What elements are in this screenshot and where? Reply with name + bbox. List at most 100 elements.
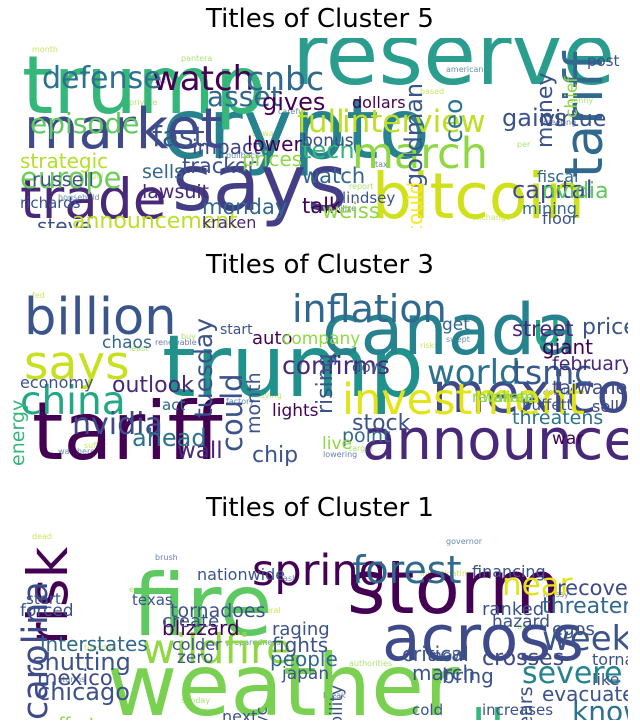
word-mexico: mexico [37, 666, 113, 690]
word-risk: risk [16, 546, 80, 645]
word-bitcoin: bitcoin [372, 160, 585, 228]
cluster-5-title: Titles of Cluster 5 [206, 4, 434, 34]
word-people: people [270, 647, 338, 671]
word-sells: sells [142, 161, 184, 183]
word-like: like [592, 670, 619, 689]
filler-word: authorities [349, 659, 392, 668]
word-ceo: ceo [439, 99, 468, 143]
word-zero: zero [177, 648, 213, 668]
word-get: get [442, 315, 470, 335]
filler-word: preparedness [226, 638, 281, 647]
word-nvidia: nvidia [72, 407, 163, 442]
word-richards: richards [20, 194, 81, 212]
word-ahead: ahead [132, 424, 207, 452]
word-dollars: dollars [352, 93, 406, 112]
filler-word: taiwan [252, 129, 279, 138]
word-march: march [352, 129, 488, 179]
word-financing: financing [472, 562, 546, 581]
word-nvidia: nvidia [542, 179, 609, 204]
filler-word: month [32, 45, 58, 54]
word-bring: bring [442, 664, 494, 688]
word-ranked: ranked [482, 599, 544, 620]
filler-word: flash [278, 574, 297, 583]
word-economy: economy [20, 373, 93, 392]
word-hazard: hazard [492, 612, 550, 632]
filler-word: watchers [58, 447, 94, 456]
filler-word: renewable [155, 338, 197, 347]
word-trump: trump [162, 317, 424, 417]
word-prices: prices [242, 147, 302, 171]
word-kraken: kraken [202, 213, 256, 228]
word-watch: watch [302, 164, 365, 188]
word-watch: watch [152, 59, 254, 99]
word-goldman: goldman [400, 83, 428, 188]
word-u: u [532, 303, 562, 358]
filler-word: messy [543, 590, 569, 599]
filler-word: emergency [129, 585, 174, 594]
word-virtue: virtue [542, 107, 606, 132]
word-tears: tears [515, 687, 537, 721]
word-lawsuit: lawsuit [142, 181, 209, 203]
word-lindsey: lindsey [342, 189, 395, 207]
word-storm: storm [347, 545, 561, 631]
word-announce: announce [362, 408, 628, 466]
word-tsmc: tsmc [512, 353, 592, 392]
word-forest: forest [352, 548, 462, 592]
filler-word: moving [252, 391, 282, 400]
word-confirms: confirms [282, 351, 390, 380]
word-retaliate: retaliate [472, 388, 535, 406]
word-prices: prices [582, 315, 628, 340]
word-spring: spring [252, 546, 386, 596]
word-trump: trump [22, 39, 266, 132]
word-effort: effort [47, 714, 96, 720]
word-could: could [215, 373, 249, 452]
cluster-5-panel: Titles of Cluster 5 month private pullback… [0, 0, 640, 240]
filler-word: exchange [472, 213, 511, 222]
word-billion: billion [24, 288, 177, 347]
word-money: money [533, 73, 558, 148]
word-investment: investment [342, 375, 585, 425]
word-energy: energy [12, 400, 29, 466]
word-market: market [24, 97, 223, 162]
filler-word: tax [375, 160, 388, 169]
word-inflation: inflation [292, 287, 447, 331]
word-crosses: crosses [482, 646, 564, 671]
word-near: near [502, 567, 573, 603]
word-tariff: tariff [32, 385, 225, 466]
filler-word: risks [420, 341, 438, 350]
word-point: point [342, 425, 390, 447]
word-u: u [472, 689, 504, 720]
word-tracker: tracker [182, 154, 257, 178]
word-threatens: threatens [542, 594, 628, 619]
filler-word: meeting [543, 118, 576, 127]
word-street: street [512, 317, 573, 341]
word-cnbc: cnbc [246, 59, 324, 98]
word-chicago: chicago [37, 678, 130, 706]
filler-word: suffer [84, 441, 108, 450]
filler-word: stabilize [323, 204, 356, 213]
word-trade: trade [20, 167, 167, 228]
word-fast: fast [152, 120, 205, 153]
filler-word: electric [517, 394, 547, 403]
filler-word: buy [181, 332, 196, 341]
filler-word: report [349, 182, 373, 191]
word-recovery: recovery [557, 576, 628, 600]
cluster-5-wordcloud: month private pullback stabilize based per hou… [12, 38, 628, 228]
cluster-1-title: Titles of Cluster 1 [206, 493, 434, 523]
word-month: month [243, 372, 265, 434]
word-chip: chip [252, 443, 298, 466]
word-tornadoes: tornadoes [170, 600, 266, 622]
word-new: new [432, 646, 465, 665]
word-world: world [427, 353, 521, 393]
cluster-3-svg: fed least factory lowering risks electric watc… [12, 287, 628, 466]
word-gives: gives [262, 88, 325, 116]
word-interview: interview [342, 104, 486, 140]
word-giant: giant [542, 335, 593, 359]
filler-word: brush [155, 553, 178, 562]
word-defense: defense [42, 61, 162, 96]
filler-word: beach [517, 622, 541, 631]
cluster-3-title: Titles of Cluster 3 [206, 250, 434, 280]
word-warren: warren [482, 388, 534, 406]
word-asset: asset [207, 80, 282, 113]
word-stock: stock [352, 411, 411, 436]
